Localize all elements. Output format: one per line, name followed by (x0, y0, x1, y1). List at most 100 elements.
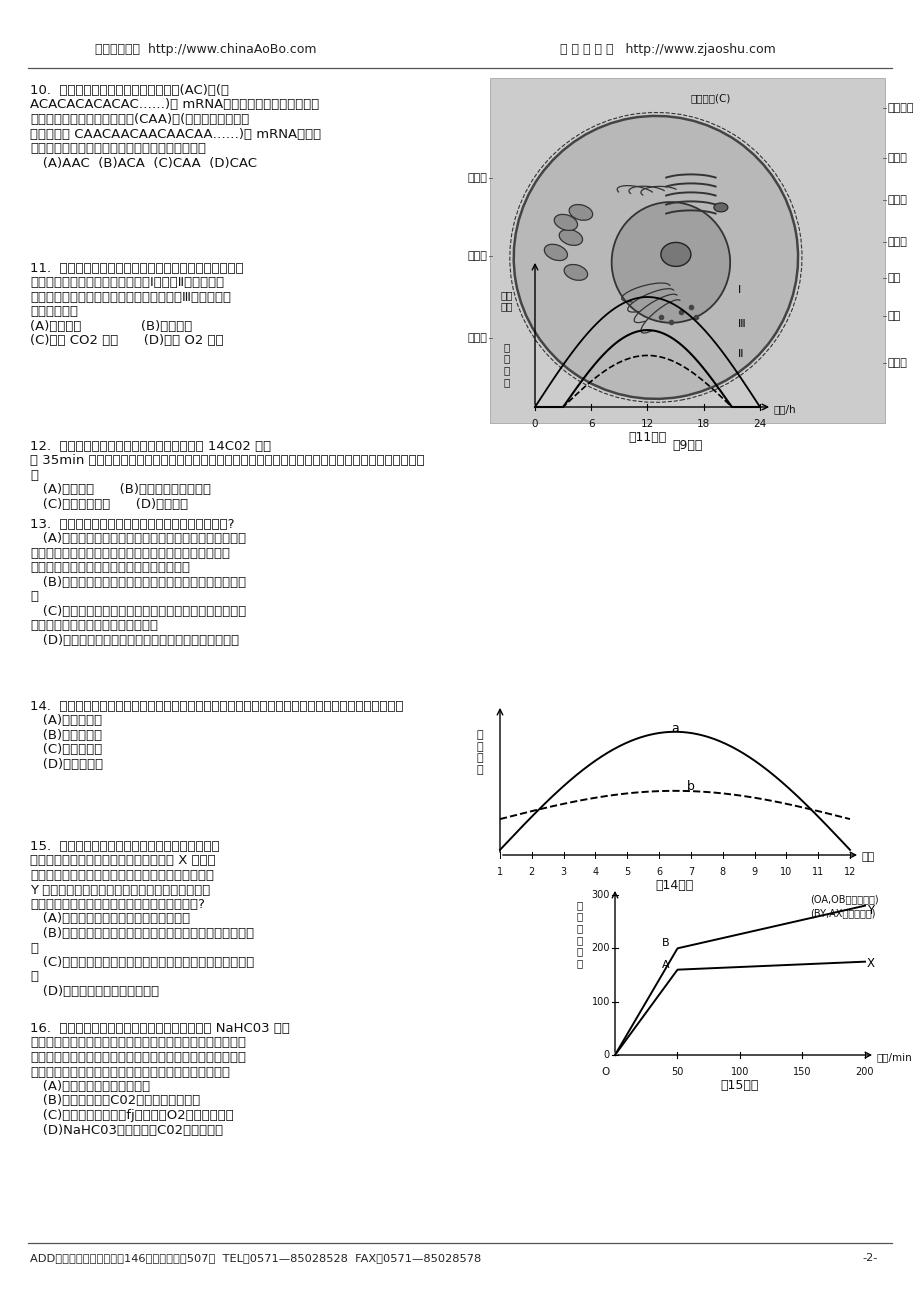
Text: 磷
酸
盐
摄
入
量: 磷 酸 盐 摄 入 量 (576, 900, 583, 967)
Text: 高尔基体: 高尔基体 (887, 103, 913, 113)
Text: Ⅲ: Ⅲ (737, 319, 744, 329)
Text: a: a (670, 723, 678, 736)
Text: b: b (686, 780, 694, 793)
Text: 100: 100 (591, 996, 609, 1006)
Text: 时间/min: 时间/min (876, 1052, 912, 1062)
Text: 有
机
物
量: 有 机 物 量 (504, 342, 509, 387)
Text: 摄入情况，下列哪项解释最能说明此图所示结果?: 摄入情况，下列哪项解释最能说明此图所示结果? (30, 898, 205, 911)
Text: 是: 是 (30, 469, 38, 482)
Text: 中国奥博教育  http://www.chinaAoBo.com: 中国奥博教育 http://www.chinaAoBo.com (95, 43, 316, 56)
Text: 光照
强度: 光照 强度 (500, 290, 513, 311)
Ellipse shape (544, 245, 567, 260)
Text: 气体氮通入磷酸盐溶液时植物对磷酸盐的摄入情况，: 气体氮通入磷酸盐溶液时植物对磷酸盐的摄入情况， (30, 868, 214, 881)
Text: 200: 200 (591, 944, 609, 953)
Text: 12: 12 (843, 867, 856, 878)
Text: (C)在氮存在的条件下，快速扩散的初始阶段之后是主动运: (C)在氮存在的条件下，快速扩散的初始阶段之后是主动运 (30, 956, 254, 969)
Ellipse shape (660, 242, 690, 267)
Text: 高尔基体(C): 高尔基体(C) (690, 92, 731, 103)
Text: (OA,OB为第一阶段): (OA,OB为第一阶段) (809, 894, 878, 904)
Text: 16.  在如图所示的玻璃容器里，签入一定浓度的 NaHC03 溶液: 16. 在如图所示的玻璃容器里，签入一定浓度的 NaHC03 溶液 (30, 1022, 289, 1035)
Text: A: A (661, 960, 669, 970)
Ellipse shape (553, 215, 577, 230)
Text: 并投入少量的新鲜绿叶碎片，密闭后，设法减小液面上方的气: 并投入少量的新鲜绿叶碎片，密闭后，设法减小液面上方的气 (30, 1036, 245, 1049)
Text: 第11题图: 第11题图 (628, 431, 666, 444)
Text: 2: 2 (528, 867, 534, 878)
Text: 13.  对于植物对逆境抗性的叙述，哪一项是不正确的?: 13. 对于植物对逆境抗性的叙述，哪一项是不正确的? (30, 518, 234, 531)
Text: 输: 输 (30, 970, 38, 983)
Text: 细胞膜: 细胞膜 (887, 358, 907, 368)
Text: 溶液中对磷酸盐摄入情况如图所示。图中 X 代表有: 溶液中对磷酸盐摄入情况如图所示。图中 X 代表有 (30, 854, 215, 867)
Text: (D)氮的加入阻止磷酸盐的吸收: (D)氮的加入阻止磷酸盐的吸收 (30, 986, 159, 999)
Text: 12: 12 (641, 419, 653, 428)
Text: O: O (601, 1068, 609, 1077)
Text: 15.  原先曾栽种于缺磷培养液中的植物，在磷酸盐: 15. 原先曾栽种于缺磷培养液中的植物，在磷酸盐 (30, 840, 220, 853)
Text: -2-: -2- (862, 1253, 877, 1263)
Text: 18: 18 (697, 419, 709, 428)
Text: 12.  供给蚕豆植株枝条的一片叶片含有放射性 14C02 的空: 12. 供给蚕豆植株枝条的一片叶片含有放射性 14C02 的空 (30, 440, 271, 453)
Text: 散: 散 (30, 941, 38, 954)
Text: (A)AAC  (B)ACA  (C)CAA  (D)CAC: (A)AAC (B)ACA (C)CAA (D)CAC (30, 156, 256, 169)
Text: 第15题图: 第15题图 (720, 1079, 758, 1092)
Text: Y 代表当有空气通入磷酸盐溶液时植物对磷酸盐的: Y 代表当有空气通入磷酸盐溶液时植物对磷酸盐的 (30, 884, 210, 897)
Text: 8: 8 (719, 867, 725, 878)
Text: 100: 100 (730, 1068, 748, 1077)
Text: 核膜: 核膜 (887, 311, 901, 322)
Text: (C)增加 CO2 浓度      (D)增加 O2 浓度: (C)增加 CO2 浓度 (D)增加 O2 浓度 (30, 335, 223, 348)
Text: 200: 200 (855, 1068, 873, 1077)
Text: 1: 1 (496, 867, 503, 878)
Text: 现叶片重新浮出液面。光照后叶片重新浮出液面的原因是: 现叶片重新浮出液面。光照后叶片重新浮出液面的原因是 (30, 1065, 230, 1078)
Text: 及组氨酸两种胺基酸。若加入(CAA)。(即基酸，则苏氨酸: 及组氨酸两种胺基酸。若加入(CAA)。(即基酸，则苏氨酸 (30, 113, 249, 126)
Text: 核仁: 核仁 (887, 273, 901, 283)
Text: (B)播种前使用盐溶液处理种子，有可能提高种子的耐盐: (B)播种前使用盐溶液处理种子，有可能提高种子的耐盐 (30, 575, 246, 589)
Text: 10.  在试管内转翻译蛋白质时，若加入(AC)。(即: 10. 在试管内转翻译蛋白质时，若加入(AC)。(即 (30, 85, 229, 98)
Text: 11.  一密闭透明薄膜大棚内，一天中的光照强度与棚内植: 11. 一密闭透明薄膜大棚内，一天中的光照强度与棚内植 (30, 262, 244, 275)
Text: 内质网: 内质网 (467, 333, 486, 342)
Text: 的这项措施是: 的这项措施是 (30, 306, 78, 319)
Text: 10: 10 (779, 867, 791, 878)
Text: 水
蒸
发
量: 水 蒸 发 量 (476, 730, 482, 775)
Text: 物制造有机物量分别如下图中曲线Ⅰ、曲线Ⅱ所示。在采: 物制造有机物量分别如下图中曲线Ⅰ、曲线Ⅱ所示。在采 (30, 276, 224, 289)
Text: 14.  右图是生长在某地的两颗等高植在一年内的水分蒸发量曲线图。试分别指出其曲线所代表的植物。: 14. 右图是生长在某地的两颗等高植在一年内的水分蒸发量曲线图。试分别指出其曲线… (30, 700, 403, 713)
Text: B: B (661, 939, 669, 948)
Text: 5: 5 (623, 867, 630, 878)
Text: Ⅰ: Ⅰ (737, 285, 741, 296)
Text: (C)叶片进行光合作，fj所产生的O2附着在叶面上: (C)叶片进行光合作，fj所产生的O2附着在叶面上 (30, 1109, 233, 1122)
Text: 3: 3 (560, 867, 566, 878)
Text: (D)大多数经过抗寒锻炼的植物是能够忍受胞间结冰的: (D)大多数经过抗寒锻炼的植物是能够忍受胞间结冰的 (30, 634, 239, 647)
Text: 强的硫氢键，使整个分子重新恢复其空间结构: 强的硫氢键，使整个分子重新恢复其空间结构 (30, 561, 190, 574)
Text: 24: 24 (753, 419, 766, 428)
Text: (D)NaHC03溶液因放出C02而密度增大: (D)NaHC03溶液因放出C02而密度增大 (30, 1124, 223, 1137)
Ellipse shape (569, 204, 592, 220)
Text: 4: 4 (592, 867, 598, 878)
Text: 的密码子是 CAACAACAACAACAA……)的 mRNA，合成: 的密码子是 CAACAACAACAACAA……)的 mRNA，合成 (30, 128, 321, 141)
Text: 养物质多，冬天来临时不容易被冻死: 养物质多，冬天来临时不容易被冻死 (30, 620, 158, 633)
Text: (B)主动运输的初始阶段之后，跟随一个被氯抑制的缓慢扩: (B)主动运输的初始阶段之后，跟随一个被氯抑制的缓慢扩 (30, 927, 254, 940)
Text: 气 35min 后，将靠近此叶片的茎做切片，并用照相胶片进行感光处理。卜列细胞中，感光反应会较为明显: 气 35min 后，将靠近此叶片的茎做切片，并用照相胶片进行感光处理。卜列细胞中… (30, 454, 425, 467)
Text: 0: 0 (603, 1049, 609, 1060)
Text: 150: 150 (792, 1068, 811, 1077)
Text: (C)松树、桃树: (C)松树、桃树 (30, 743, 102, 756)
Text: 9: 9 (751, 867, 756, 878)
Text: 性: 性 (30, 591, 38, 604)
Text: (A)降底温度              (B)提高湿度: (A)降底温度 (B)提高湿度 (30, 320, 192, 333)
Text: (A)空气的加入提离了磷酸盐的氧化速度: (A)空气的加入提离了磷酸盐的氧化速度 (30, 913, 190, 926)
Text: 第9题图: 第9题图 (672, 439, 702, 452)
Text: 300: 300 (591, 891, 609, 900)
Text: 月份: 月份 (861, 852, 874, 862)
Text: 内质网: 内质网 (467, 173, 486, 184)
Text: (D)梨树、云杉: (D)梨树、云杉 (30, 758, 103, 771)
Text: (A)保卫细胞      (B)髓部的淀粉贮存细胞: (A)保卫细胞 (B)髓部的淀粉贮存细胞 (30, 483, 210, 496)
Text: Ⅱ: Ⅱ (737, 349, 743, 359)
Text: 11: 11 (811, 867, 823, 878)
Text: 时间/h: 时间/h (773, 404, 796, 414)
Text: (C)在中国北方，路灯下的树木受光照时间长，合成的营: (C)在中国北方，路灯下的树木受光照时间长，合成的营 (30, 605, 246, 618)
Text: 中心粒: 中心粒 (887, 195, 907, 204)
Text: (A)叶片吸水膨胀，密度减小: (A)叶片吸水膨胀，密度减小 (30, 1079, 150, 1092)
Text: (A)松树、云杉: (A)松树、云杉 (30, 715, 102, 728)
Text: (C)韧皮部的伴胞      (D)筛管细胞: (C)韧皮部的伴胞 (D)筛管细胞 (30, 497, 187, 510)
Text: X: X (866, 957, 874, 970)
Text: 第14题图: 第14题图 (655, 879, 693, 892)
Text: 取某项措施后，棚内制造有机物量则如曲线Ⅲ所示。采取: 取某项措施后，棚内制造有机物量则如曲线Ⅲ所示。采取 (30, 292, 231, 303)
FancyBboxPatch shape (490, 78, 884, 423)
Text: 核糖体: 核糖体 (887, 154, 907, 163)
